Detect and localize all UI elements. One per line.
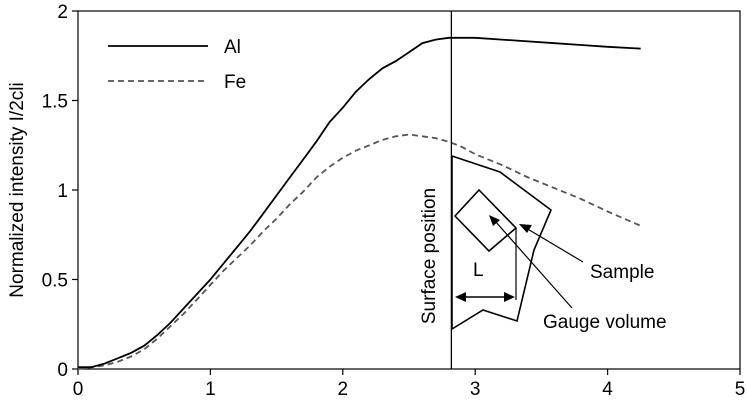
- y-tick-label-3: 1.5: [42, 92, 68, 113]
- sample-arrow-head: [519, 224, 532, 233]
- series-line-al: [78, 36, 641, 369]
- length-arrow-head-right: [504, 292, 515, 302]
- legend-label-fe: Fe: [224, 72, 246, 93]
- x-tick-label-1: 1: [205, 379, 216, 400]
- gauge-label: Gauge volume: [543, 312, 667, 333]
- sample-shape: [451, 154, 552, 331]
- legend: Al Fe: [108, 37, 246, 93]
- sample-label: Sample: [590, 262, 654, 283]
- y-tick-label-4: 2: [57, 2, 68, 23]
- length-label: L: [473, 260, 484, 281]
- x-axis: 0 1 2 3 4 5: [73, 369, 746, 400]
- y-axis: 0 0.5 1 1.5 2: [42, 2, 78, 381]
- x-tick-label-4: 4: [602, 379, 613, 400]
- sample-diagram: L Sample Gauge volume: [451, 154, 667, 333]
- legend-label-al: Al: [224, 37, 241, 58]
- y-axis-label: Normalized intensity I/2cli: [7, 82, 28, 297]
- gauge-arrow: [494, 220, 573, 309]
- length-arrow-head-left: [455, 292, 466, 302]
- x-tick-label-0: 0: [73, 379, 84, 400]
- gauge-arrow-head: [489, 215, 500, 226]
- x-tick-label-3: 3: [470, 379, 481, 400]
- y-tick-label-2: 1: [57, 181, 68, 202]
- x-tick-label-2: 2: [338, 379, 349, 400]
- gauge-volume-shape: [453, 188, 518, 253]
- y-tick-label-0: 0: [57, 360, 68, 381]
- surface-position-label: Surface position: [419, 188, 440, 324]
- series-line-fe: [77, 133, 642, 370]
- y-tick-label-1: 0.5: [42, 271, 68, 292]
- sample-arrow: [525, 227, 584, 263]
- x-tick-label-5: 5: [735, 379, 746, 400]
